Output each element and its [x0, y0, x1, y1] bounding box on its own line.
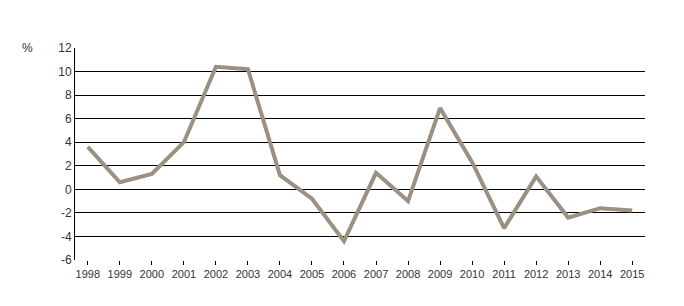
svg-text:2011: 2011: [492, 268, 516, 280]
svg-text:2003: 2003: [236, 268, 260, 280]
svg-text:2006: 2006: [332, 268, 356, 280]
svg-text:-6: -6: [61, 253, 72, 267]
svg-text:2008: 2008: [396, 268, 420, 280]
svg-text:1998: 1998: [76, 268, 100, 280]
svg-text:2007: 2007: [364, 268, 388, 280]
svg-text:-4: -4: [61, 230, 72, 244]
svg-text:2001: 2001: [172, 268, 196, 280]
svg-text:2005: 2005: [300, 268, 324, 280]
svg-text:10: 10: [58, 65, 72, 79]
svg-text:2012: 2012: [524, 268, 548, 280]
svg-text:2013: 2013: [556, 268, 580, 280]
svg-text:1999: 1999: [108, 268, 132, 280]
svg-text:-2: -2: [61, 206, 72, 220]
svg-text:4: 4: [65, 135, 72, 149]
svg-text:2014: 2014: [588, 268, 612, 280]
svg-text:2002: 2002: [204, 268, 228, 280]
svg-text:2010: 2010: [460, 268, 484, 280]
svg-text:2009: 2009: [428, 268, 452, 280]
svg-text:2000: 2000: [140, 268, 164, 280]
svg-text:2: 2: [65, 159, 72, 173]
svg-text:8: 8: [65, 88, 72, 102]
svg-text:6: 6: [65, 112, 72, 126]
svg-text:2015: 2015: [620, 268, 644, 280]
svg-text:%: %: [22, 41, 33, 55]
svg-text:0: 0: [65, 183, 72, 197]
svg-text:12: 12: [58, 41, 72, 55]
svg-text:2004: 2004: [268, 268, 292, 280]
